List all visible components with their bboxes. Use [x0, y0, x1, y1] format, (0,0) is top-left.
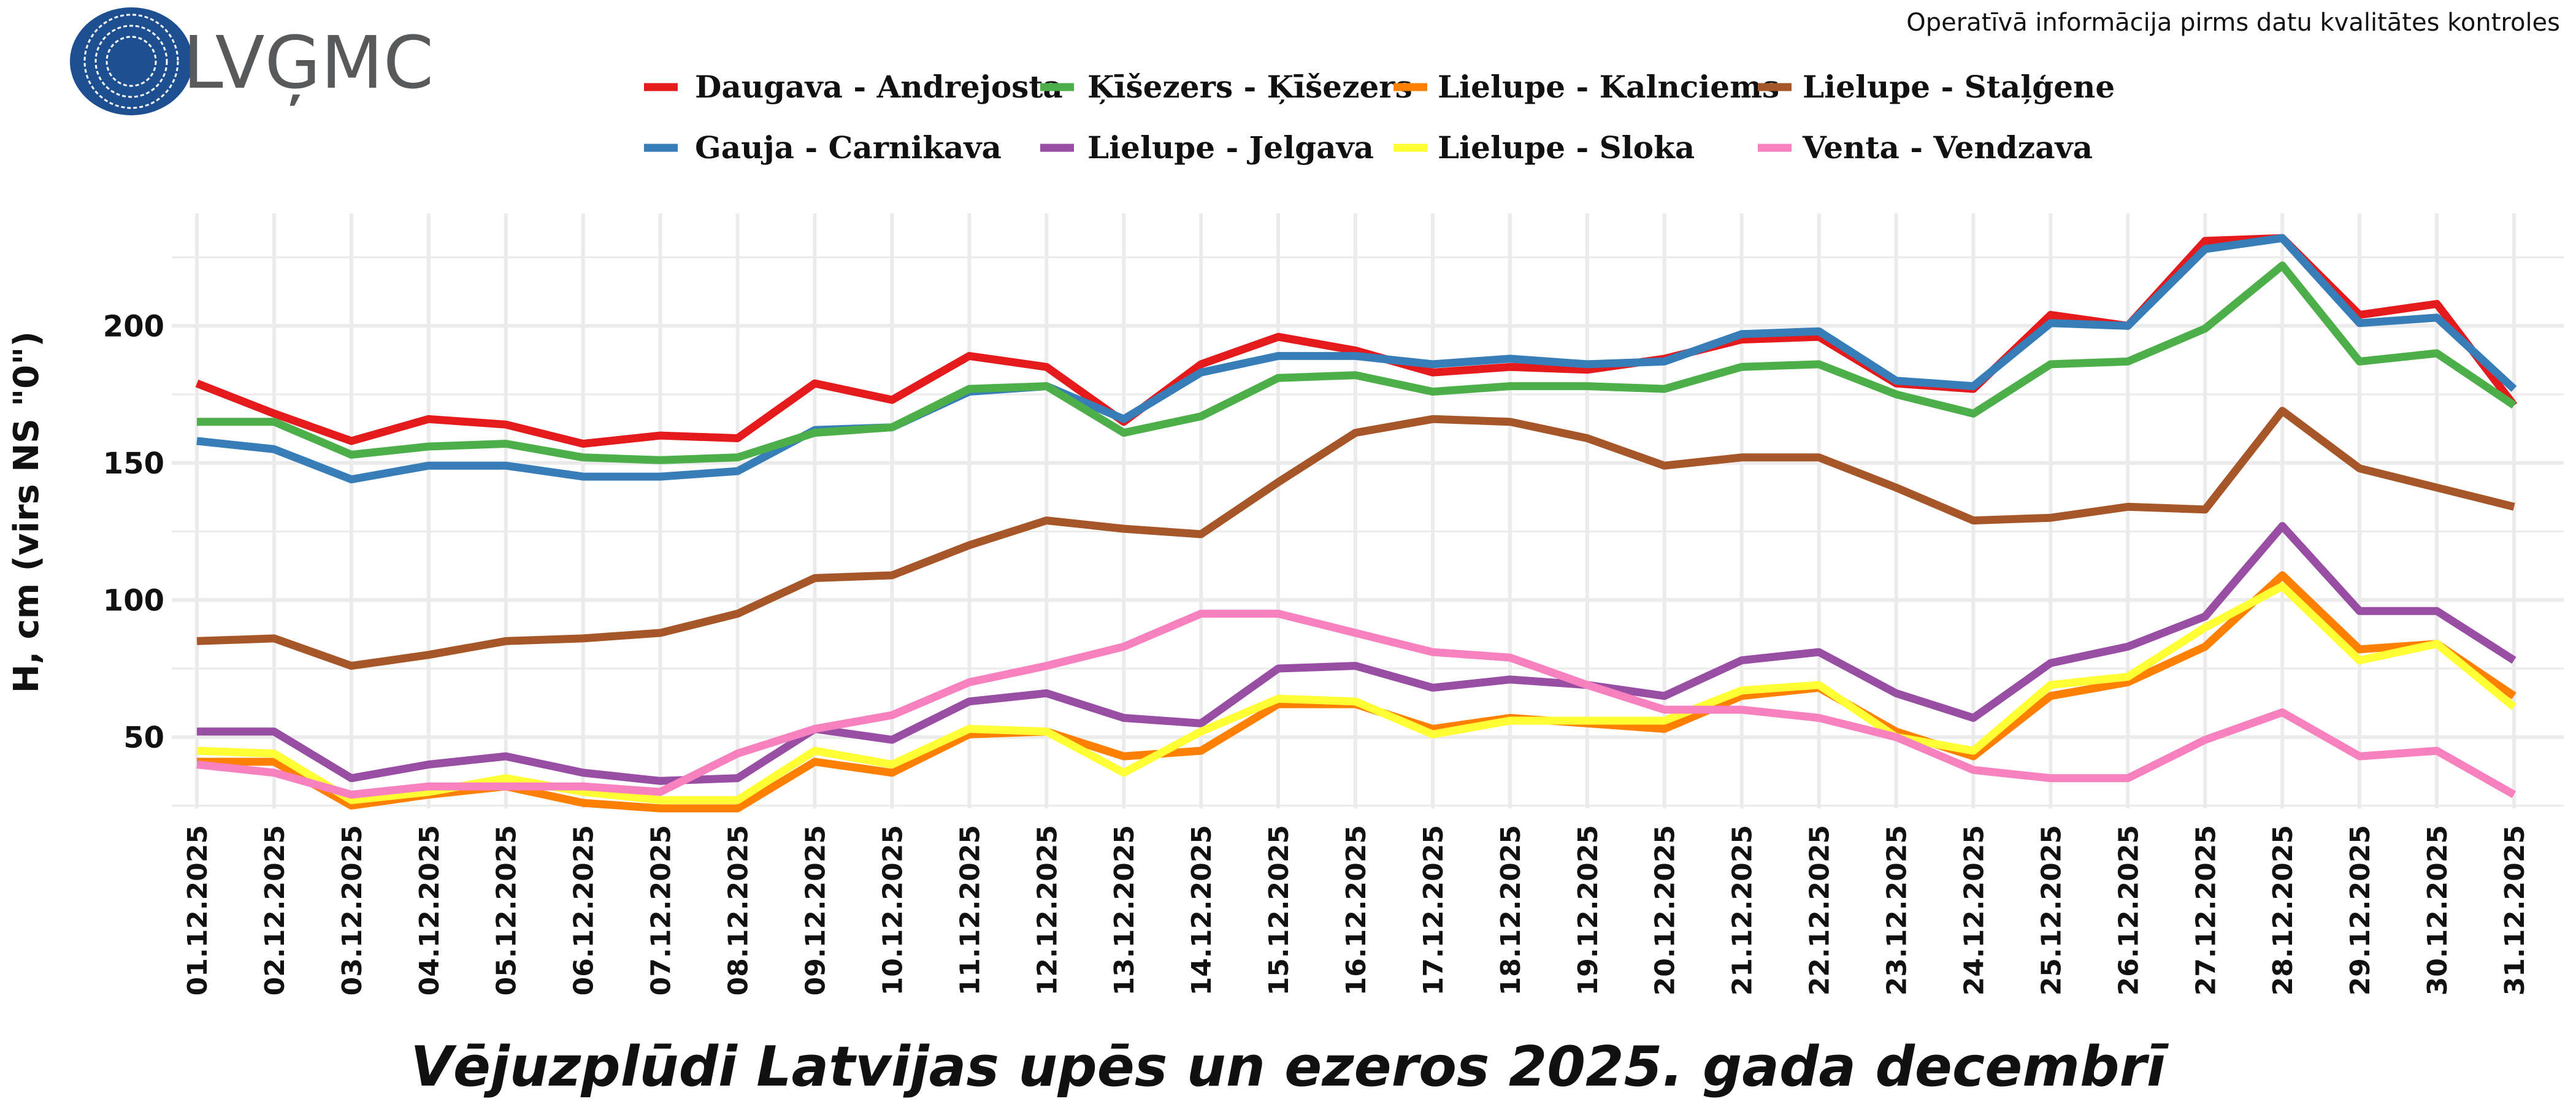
legend-item: Venta - Vendzava [1758, 129, 2093, 166]
x-tick-label: 18.12.2025 [1495, 825, 1527, 995]
legend-label: Lielupe - Jelgava [1087, 129, 1374, 166]
x-tick-label: 03.12.2025 [337, 825, 368, 995]
legend-label: Ķīšezers - Ķīšezers [1087, 69, 1413, 105]
x-tick-label: 06.12.2025 [569, 825, 600, 995]
legend: Daugava - Andrejosta Ķīšezers - Ķīšezers L… [644, 69, 2115, 166]
x-tick-label: 25.12.2025 [2036, 825, 2067, 995]
x-tick-label: 05.12.2025 [491, 825, 523, 995]
x-tick-label: 14.12.2025 [1186, 825, 1217, 995]
y-tick-label: 150 [103, 447, 164, 481]
x-tick-label: 15.12.2025 [1263, 825, 1295, 995]
series-line-2 [197, 261, 2517, 464]
series-line-7 [196, 610, 2517, 799]
x-tick-label: 07.12.2025 [646, 825, 677, 995]
x-tick-label: 02.12.2025 [259, 825, 291, 995]
legend-label: Daugava - Andrejosta [695, 69, 1063, 105]
logo-ring [83, 13, 179, 109]
legend-item: Daugava - Andrejosta [644, 69, 1063, 105]
y-axis-label: H, cm (virs NS "0") [7, 331, 47, 693]
x-tick-label: 10.12.2025 [877, 825, 908, 995]
x-tick-label: 21.12.2025 [1727, 825, 1758, 995]
series-line-1 [196, 234, 2517, 484]
y-axis-ticks: 50 100 150 200 [103, 309, 164, 755]
x-tick-label: 29.12.2025 [2345, 825, 2376, 995]
chart-title: Vējuzplūdi Latvijas upēs un ezeros 2025.… [410, 1035, 2169, 1099]
legend-item: Ķīšezers - Ķīšezers [1040, 69, 1413, 105]
x-tick-label: 09.12.2025 [800, 825, 831, 995]
series-line-5 [196, 582, 2517, 805]
x-tick-label: 27.12.2025 [2190, 825, 2221, 995]
x-tick-label: 23.12.2025 [1882, 825, 1913, 995]
legend-label: Lielupe - Kalnciems [1438, 69, 1779, 105]
legend-item: Lielupe - Jelgava [1040, 129, 1374, 166]
quality-note: Operatīvā informācija pirms datu kvalitā… [1906, 9, 2560, 37]
x-tick-label: 17.12.2025 [1418, 825, 1449, 995]
x-tick-label: 13.12.2025 [1109, 825, 1140, 995]
x-tick-label: 24.12.2025 [1958, 825, 1990, 995]
x-tick-label: 11.12.2025 [954, 825, 986, 995]
y-tick-label: 200 [103, 309, 164, 343]
x-tick-label: 26.12.2025 [2113, 825, 2144, 995]
y-tick-label: 50 [123, 721, 164, 755]
legend-label: Lielupe - Staļģene [1803, 69, 2115, 105]
x-tick-label: 01.12.2025 [182, 825, 213, 995]
legend-label: Venta - Vendzava [1802, 129, 2093, 166]
legend-label: Lielupe - Sloka [1438, 129, 1695, 166]
logo-globe-icon [70, 7, 193, 115]
x-tick-label: 31.12.2025 [2499, 825, 2531, 995]
legend-label: Gauja - Carnikava [695, 129, 1002, 166]
x-tick-label: 30.12.2025 [2422, 825, 2453, 995]
x-tick-label: 12.12.2025 [1032, 825, 1063, 995]
x-tick-label: 16.12.2025 [1341, 825, 1372, 995]
x-tick-label: 04.12.2025 [414, 825, 445, 995]
legend-item: Lielupe - Sloka [1393, 129, 1695, 166]
x-tick-label: 20.12.2025 [1650, 825, 1681, 995]
legend-item: Gauja - Carnikava [644, 129, 1002, 166]
legend-item: Lielupe - Kalnciems [1393, 69, 1779, 105]
x-tick-label: 28.12.2025 [2267, 825, 2299, 995]
x-tick-label: 08.12.2025 [723, 825, 754, 995]
x-tick-label: 19.12.2025 [1573, 825, 1604, 995]
series-line-3 [197, 522, 2517, 785]
x-tick-label: 22.12.2025 [1804, 825, 1836, 995]
logo: LVĢMC [70, 7, 434, 115]
y-tick-label: 100 [103, 583, 164, 618]
x-axis-ticks: 01.12.2025 02.12.2025 03.12.2025 04.12.2025… [182, 825, 2531, 995]
legend-item: Lielupe - Staļģene [1758, 69, 2115, 105]
logo-ring [105, 36, 157, 87]
logo-ring [94, 25, 168, 98]
series-lines [195, 234, 2518, 813]
series-line-6 [196, 407, 2515, 670]
logo-text: LVĢMC [183, 20, 434, 105]
